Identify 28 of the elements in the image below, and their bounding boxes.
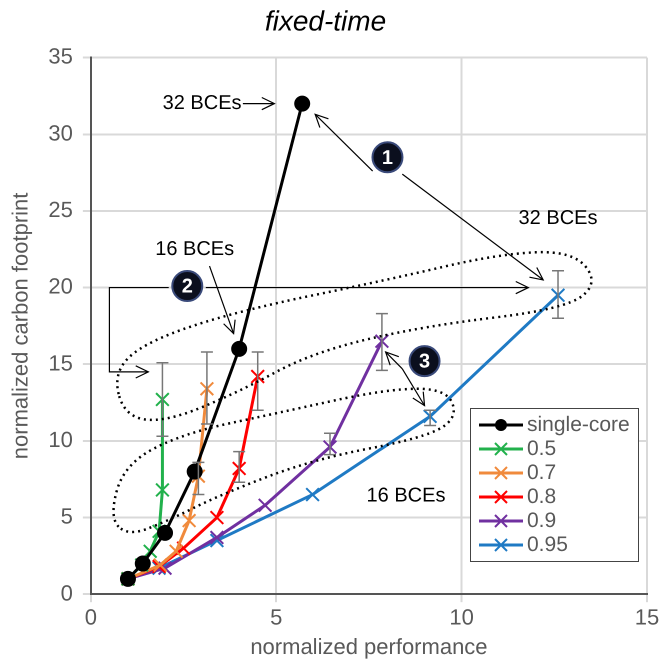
- y-axis-title: normalized carbon footprint: [7, 192, 32, 460]
- y-tick-label: 30: [48, 120, 73, 146]
- x-tick-label: 10: [449, 604, 474, 630]
- y-tick-label: 0: [60, 580, 73, 606]
- annotation: 3: [418, 350, 430, 373]
- y-tick-label: 10: [48, 426, 73, 452]
- legend-label: 0.5: [527, 437, 556, 461]
- annotation: 1: [382, 146, 394, 169]
- y-tick-label: 25: [48, 196, 73, 222]
- legend-label: 0.7: [527, 461, 556, 485]
- x-tick-label: 0: [84, 604, 97, 630]
- y-tick-label: 5: [60, 504, 73, 529]
- annotation: 16 BCEs: [366, 484, 446, 507]
- x-tick-label: 5: [270, 604, 282, 630]
- y-tick-label: 35: [48, 44, 73, 69]
- annotation: 32 BCEs: [518, 207, 598, 230]
- annotation: 16 BCEs: [155, 238, 234, 260]
- x-axis-title: normalized performance: [250, 634, 488, 659]
- legend-label: single-core: [527, 413, 630, 437]
- x-tick-label: 15: [634, 604, 660, 630]
- legend-label: 0.95: [527, 533, 568, 557]
- legend-label: 0.9: [527, 509, 556, 533]
- annotation: 2: [182, 276, 193, 298]
- chart-title: fixed-time: [264, 6, 386, 37]
- annotation: 32 BCEs: [162, 92, 242, 114]
- legend-label: 0.8: [527, 485, 556, 509]
- y-tick-label: 15: [48, 350, 73, 376]
- y-tick-label: 20: [48, 274, 73, 299]
